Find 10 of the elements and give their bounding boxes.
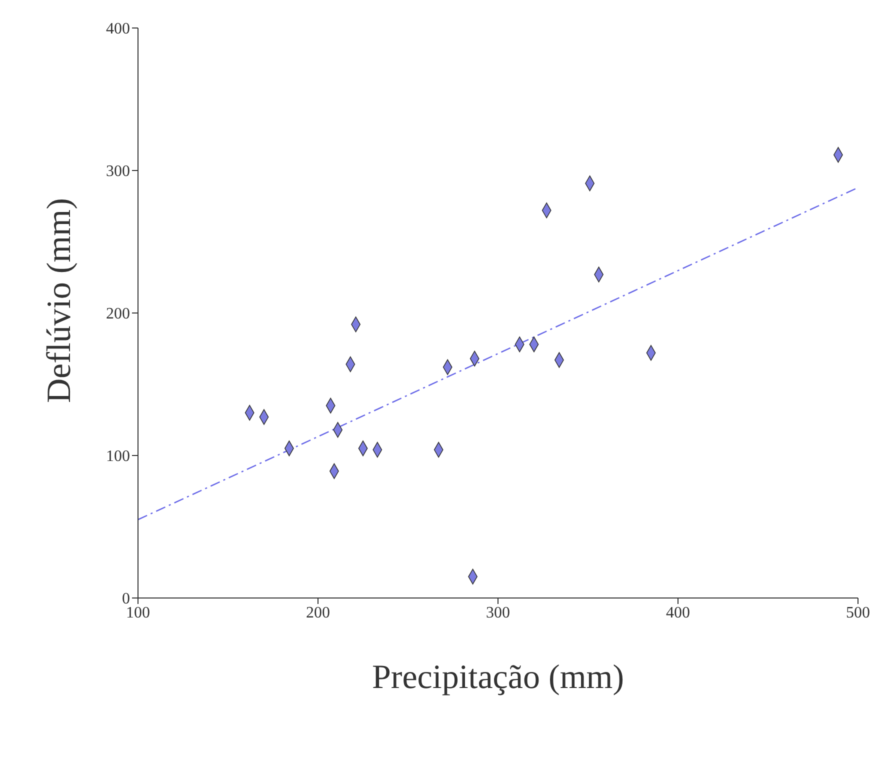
x-tick-label: 400 <box>666 604 690 622</box>
x-tick-label: 500 <box>846 604 870 622</box>
y-tick-label: 200 <box>106 306 130 323</box>
y-tick-label: 300 <box>106 163 130 180</box>
y-axis-title: Deflúvio (mm) <box>41 198 78 403</box>
y-tick-label: 400 <box>106 20 130 38</box>
x-tick-label: 300 <box>486 604 510 622</box>
x-axis-title: Precipitação (mm) <box>372 659 624 696</box>
x-tick-label: 200 <box>306 604 330 622</box>
y-tick-label: 100 <box>106 448 130 466</box>
